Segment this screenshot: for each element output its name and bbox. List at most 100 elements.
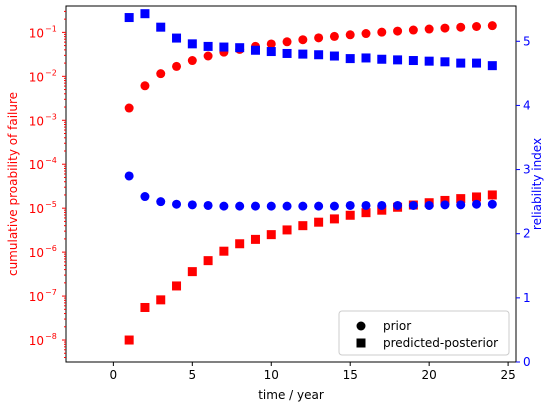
legend-square-marker <box>356 338 366 348</box>
legend-circle-marker <box>356 321 366 331</box>
data-point-square <box>203 41 213 51</box>
data-point-circle <box>361 29 371 39</box>
data-point-circle <box>361 200 371 210</box>
data-point-circle <box>156 69 166 79</box>
x-axis-label: time / year <box>258 388 324 402</box>
data-point-square <box>345 210 355 220</box>
data-point-square <box>440 57 450 67</box>
data-point-circle <box>203 51 213 61</box>
data-point-circle <box>440 23 450 33</box>
data-point-circle <box>487 21 497 31</box>
right-tick-label: 2 <box>523 227 531 241</box>
data-point-circle <box>203 200 213 210</box>
data-point-square <box>424 56 434 66</box>
data-point-circle <box>456 22 466 32</box>
left-tick-exponent: −4 <box>45 156 57 165</box>
right-axis-label: reliability index <box>530 138 544 230</box>
left-tick-exponent: −8 <box>45 332 57 341</box>
data-point-circle <box>472 199 482 209</box>
data-point-square <box>156 22 166 32</box>
data-point-circle <box>456 200 466 210</box>
data-point-square <box>266 230 276 240</box>
legend-label-posterior: predicted-posterior <box>383 336 498 350</box>
data-point-square <box>140 9 150 19</box>
data-point-square <box>187 267 197 277</box>
data-point-square <box>487 190 497 200</box>
right-tick-label: 0 <box>523 355 531 369</box>
data-point-square <box>329 214 339 224</box>
left-tick-exponent: −3 <box>45 112 57 121</box>
data-point-square <box>124 335 134 345</box>
data-point-square <box>250 234 260 244</box>
left-tick-label: 10 <box>29 158 44 172</box>
legend: prior predicted-posterior <box>338 310 510 356</box>
right-tick-label: 3 <box>523 163 531 177</box>
data-point-square <box>361 53 371 63</box>
data-point-square <box>456 194 466 204</box>
data-point-square <box>298 221 308 231</box>
left-tick-label: 10 <box>29 26 44 40</box>
data-point-square <box>282 225 292 235</box>
data-point-circle <box>345 30 355 40</box>
data-point-square <box>314 217 324 227</box>
left-tick-exponent: −2 <box>45 68 57 77</box>
data-point-circle <box>472 22 482 32</box>
data-point-circle <box>377 27 387 37</box>
data-point-circle <box>282 201 292 211</box>
data-point-square <box>235 239 245 249</box>
x-tick-label: 25 <box>500 368 515 382</box>
data-point-square <box>408 56 418 66</box>
data-point-square <box>487 61 497 71</box>
data-point-square <box>345 54 355 64</box>
right-tick-label: 5 <box>523 34 531 48</box>
data-point-circle <box>219 201 229 211</box>
legend-box <box>338 310 510 356</box>
data-point-circle <box>345 200 355 210</box>
plot-frame <box>65 5 517 363</box>
data-point-square <box>472 58 482 68</box>
data-point-circle <box>424 200 434 210</box>
data-point-circle <box>266 201 276 211</box>
data-point-square <box>361 208 371 218</box>
data-point-square <box>314 50 324 60</box>
data-point-circle <box>266 39 276 49</box>
data-point-circle <box>124 103 134 113</box>
data-point-circle <box>250 201 260 211</box>
data-point-circle <box>408 200 418 210</box>
data-point-circle <box>393 200 403 210</box>
data-point-circle <box>187 56 197 66</box>
left-tick-label: 10 <box>29 334 44 348</box>
data-point-circle <box>172 199 182 209</box>
data-point-square <box>266 47 276 57</box>
data-point-square <box>140 302 150 312</box>
data-point-square <box>203 256 213 266</box>
data-point-circle <box>124 171 134 181</box>
data-point-circle <box>140 192 150 202</box>
data-point-circle <box>487 199 497 209</box>
data-point-square <box>187 39 197 49</box>
left-axis-ticks: 10−110−210−310−410−510−610−710−8 <box>29 10 66 359</box>
data-point-circle <box>440 200 450 210</box>
x-tick-label: 10 <box>264 368 279 382</box>
left-tick-exponent: −1 <box>45 24 57 33</box>
data-point-circle <box>156 197 166 207</box>
data-point-square <box>250 45 260 55</box>
data-point-square <box>329 51 339 61</box>
data-point-circle <box>140 81 150 91</box>
data-point-square <box>393 55 403 65</box>
x-tick-label: 0 <box>110 368 118 382</box>
data-point-square <box>219 246 229 256</box>
data-point-circle <box>235 201 245 211</box>
data-point-circle <box>408 25 418 35</box>
data-point-square <box>172 281 182 291</box>
left-axis-label: cumulative proability of failure <box>6 92 20 276</box>
data-point-circle <box>298 35 308 45</box>
data-point-square <box>298 49 308 59</box>
data-point-square <box>172 33 182 43</box>
data-point-circle <box>298 201 308 211</box>
data-point-circle <box>393 26 403 36</box>
data-point-square <box>282 48 292 58</box>
left-tick-exponent: −7 <box>45 288 57 297</box>
left-tick-label: 10 <box>29 70 44 84</box>
x-tick-label: 20 <box>422 368 437 382</box>
